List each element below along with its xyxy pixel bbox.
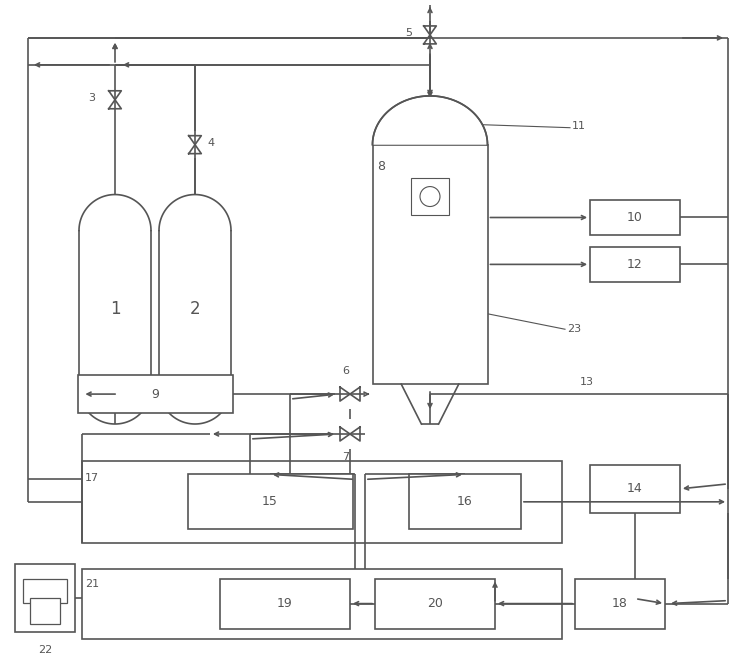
Text: 14: 14 xyxy=(627,482,643,495)
Text: 20: 20 xyxy=(427,597,443,610)
Bar xyxy=(375,578,495,628)
Text: 4: 4 xyxy=(207,138,214,147)
Text: 15: 15 xyxy=(262,495,278,509)
Bar xyxy=(220,578,350,628)
Bar xyxy=(23,579,67,603)
Text: 19: 19 xyxy=(277,597,293,610)
Text: 21: 21 xyxy=(85,578,99,589)
Circle shape xyxy=(420,187,440,207)
Text: 16: 16 xyxy=(457,495,472,509)
Bar xyxy=(78,375,233,413)
Bar xyxy=(409,474,521,529)
Text: 17: 17 xyxy=(85,473,99,483)
Bar xyxy=(82,569,562,638)
Bar xyxy=(411,178,449,216)
Bar xyxy=(82,461,562,543)
Bar xyxy=(30,598,60,624)
Text: 23: 23 xyxy=(567,324,581,334)
Bar xyxy=(590,200,680,235)
Bar xyxy=(373,145,488,384)
Text: 6: 6 xyxy=(342,366,349,376)
Bar xyxy=(590,465,680,513)
Text: 1: 1 xyxy=(110,300,120,318)
Bar xyxy=(15,564,75,632)
Text: 11: 11 xyxy=(572,120,586,131)
Bar xyxy=(575,578,665,628)
Text: 3: 3 xyxy=(88,93,95,103)
Text: 12: 12 xyxy=(627,258,643,271)
Text: 8: 8 xyxy=(377,160,386,172)
Text: 10: 10 xyxy=(627,211,643,224)
Bar xyxy=(590,247,680,282)
Text: 13: 13 xyxy=(580,377,594,387)
Text: 2: 2 xyxy=(190,300,200,318)
Text: 18: 18 xyxy=(612,597,628,610)
Polygon shape xyxy=(373,96,488,145)
Text: 7: 7 xyxy=(342,452,349,462)
Text: 9: 9 xyxy=(151,388,159,401)
Bar xyxy=(187,474,352,529)
Text: 5: 5 xyxy=(405,28,412,38)
Text: 22: 22 xyxy=(38,645,52,655)
